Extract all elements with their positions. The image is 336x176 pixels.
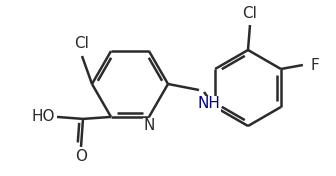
Text: F: F xyxy=(310,58,319,73)
Text: Cl: Cl xyxy=(243,7,257,21)
Text: Cl: Cl xyxy=(75,36,89,52)
Text: HO: HO xyxy=(31,109,55,124)
Text: N: N xyxy=(143,118,155,133)
Text: NH: NH xyxy=(198,96,220,112)
Text: O: O xyxy=(75,149,87,164)
